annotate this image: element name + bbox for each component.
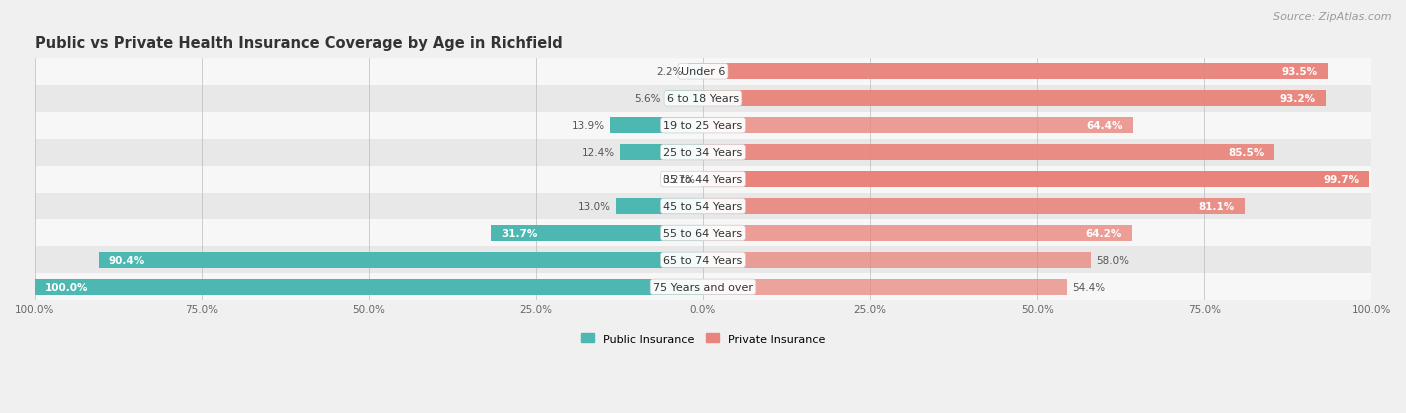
Text: 19 to 25 Years: 19 to 25 Years [664, 121, 742, 131]
Text: 6 to 18 Years: 6 to 18 Years [666, 94, 740, 104]
Bar [0, 85, 1406, 112]
Text: 99.7%: 99.7% [1323, 175, 1360, 185]
Bar [616, 199, 703, 214]
Bar [703, 118, 1133, 134]
Text: 5.6%: 5.6% [634, 94, 661, 104]
Bar [0, 112, 1406, 139]
Text: 35 to 44 Years: 35 to 44 Years [664, 175, 742, 185]
Text: 93.2%: 93.2% [1279, 94, 1316, 104]
Text: 45 to 54 Years: 45 to 54 Years [664, 202, 742, 211]
Bar [35, 279, 703, 295]
Bar [0, 193, 1406, 220]
Bar [0, 166, 1406, 193]
Bar [491, 225, 703, 241]
Text: Source: ZipAtlas.com: Source: ZipAtlas.com [1274, 12, 1392, 22]
Bar [703, 225, 1132, 241]
Text: 55 to 64 Years: 55 to 64 Years [664, 228, 742, 238]
Bar [703, 145, 1274, 161]
Bar [703, 172, 1369, 188]
Text: 0.27%: 0.27% [662, 175, 696, 185]
Text: 13.0%: 13.0% [578, 202, 610, 211]
Text: 64.4%: 64.4% [1087, 121, 1123, 131]
Bar [703, 252, 1091, 268]
Text: 54.4%: 54.4% [1071, 282, 1105, 292]
Text: 12.4%: 12.4% [582, 148, 614, 158]
Text: 93.5%: 93.5% [1282, 67, 1317, 77]
Bar [0, 274, 1406, 301]
Text: Public vs Private Health Insurance Coverage by Age in Richfield: Public vs Private Health Insurance Cover… [35, 36, 562, 50]
Text: 75 Years and over: 75 Years and over [652, 282, 754, 292]
Bar [0, 59, 1406, 85]
Bar [610, 118, 703, 134]
Text: 81.1%: 81.1% [1199, 202, 1234, 211]
Bar [703, 199, 1244, 214]
Bar [703, 64, 1327, 80]
Legend: Public Insurance, Private Insurance: Public Insurance, Private Insurance [576, 329, 830, 348]
Bar [98, 252, 703, 268]
Bar [702, 172, 703, 188]
Bar [689, 64, 703, 80]
Text: 100.0%: 100.0% [45, 282, 89, 292]
Bar [703, 91, 1326, 107]
Text: 13.9%: 13.9% [572, 121, 605, 131]
Bar [0, 247, 1406, 274]
Bar [665, 91, 703, 107]
Text: 31.7%: 31.7% [501, 228, 537, 238]
Text: 25 to 34 Years: 25 to 34 Years [664, 148, 742, 158]
Bar [0, 139, 1406, 166]
Text: 2.2%: 2.2% [657, 67, 683, 77]
Bar [620, 145, 703, 161]
Text: 85.5%: 85.5% [1227, 148, 1264, 158]
Text: 65 to 74 Years: 65 to 74 Years [664, 255, 742, 265]
Bar [703, 279, 1067, 295]
Text: 90.4%: 90.4% [108, 255, 145, 265]
Text: Under 6: Under 6 [681, 67, 725, 77]
Text: 58.0%: 58.0% [1095, 255, 1129, 265]
Text: 64.2%: 64.2% [1085, 228, 1122, 238]
Bar [0, 220, 1406, 247]
